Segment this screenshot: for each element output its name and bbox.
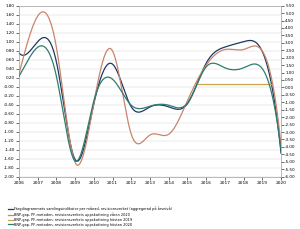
Legend: Färgdiagrammets samlingsindikator per månad, revisionsverket (aggregerad på årsn: Färgdiagrammets samlingsindikator per må… xyxy=(8,206,173,227)
